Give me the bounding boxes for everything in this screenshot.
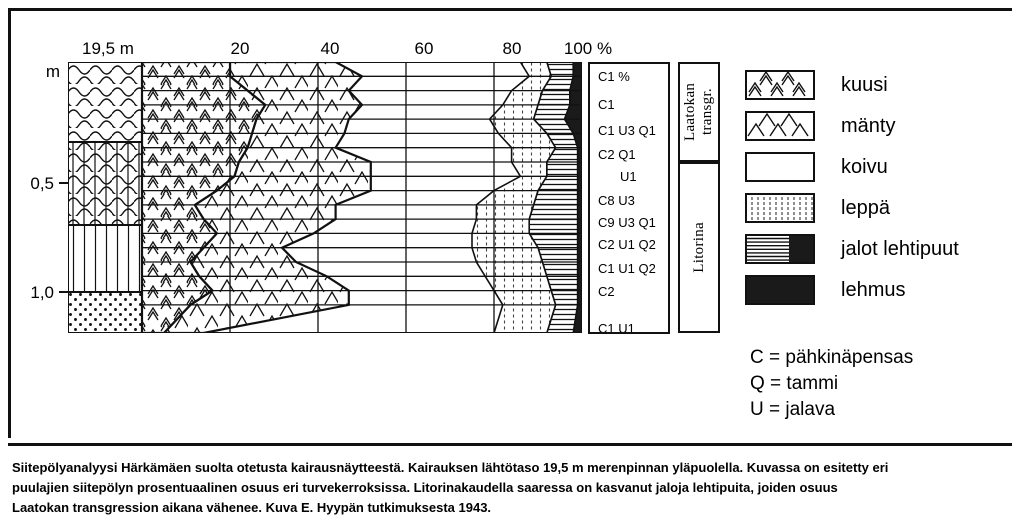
y-axis-tick-mark [59, 182, 68, 184]
horizontal-sample-lines [142, 75, 582, 306]
caption-line: Laatokan transgression aikana vähenee. K… [12, 500, 492, 515]
period-label: Litorina [690, 222, 707, 273]
period-box: Litorina [678, 162, 720, 333]
band-leppa [471, 62, 557, 333]
x-axis-tick-label: 20 [230, 39, 250, 58]
lithology-column [68, 62, 143, 333]
x-axis-tick-label: 80 [502, 39, 522, 58]
x-axis-tick-label: 60 [414, 39, 434, 58]
abbreviation-key-row: Q = tammi [750, 373, 839, 394]
sample-annotation: C1 U1 [598, 321, 635, 336]
legend-item: kuusi [745, 64, 959, 105]
figure-caption: Siitepölyanalyysi Härkämäen suolta otetu… [12, 458, 1006, 518]
sample-annotation: C1 U1 Q2 [598, 261, 656, 276]
y-axis-tick-label: 0,5 [30, 174, 54, 193]
legend-label: kuusi [841, 73, 888, 96]
legend-label: jalot lehtipuut [841, 237, 959, 260]
legend-swatch-hlines-black [745, 233, 815, 264]
x-axis-tick-label: 100 % [563, 39, 613, 58]
legend-swatch-dotted [745, 192, 815, 223]
legend-swatch-blank [745, 151, 815, 182]
x-axis-tick-label: 19,5 m [82, 39, 134, 58]
pollen-curve-area [140, 62, 582, 333]
y-axis-unit-label: m [45, 62, 60, 81]
period-label: Laatokan transgr. [682, 82, 715, 142]
y-axis-tick-label: 1,0 [30, 283, 54, 302]
legend-swatch-pine [745, 110, 815, 141]
legend-label: leppä [841, 196, 890, 219]
band-kuusi [140, 62, 267, 333]
sample-annotation: C1 U3 Q1 [598, 123, 656, 138]
abbreviation-key-row: U = jalava [750, 399, 836, 420]
abbreviation-key: C = pähkinäpensas Q = tammi U = jalava [750, 345, 913, 423]
legend-swatch-solid-black [745, 274, 815, 305]
caption-line: Siitepölyanalyysi Härkämäen suolta otetu… [12, 460, 889, 475]
abbreviation-key-row: C = pähkinäpensas [750, 347, 914, 368]
legend-item: lehmus [745, 269, 959, 310]
sample-annotation: C8 U3 [598, 193, 635, 208]
pollen-diagram-svg [68, 62, 582, 333]
legend-label: lehmus [841, 278, 906, 301]
sample-annotation-column: C1 % C1 C1 U3 Q1 C2 Q1 U1 C8 U3 C9 U3 Q1 C2 U1 … [592, 62, 670, 336]
period-box: Laatokan transgr. [678, 62, 720, 162]
legend-item: jalot lehtipuut [745, 228, 959, 269]
legend-label: koivu [841, 155, 888, 178]
sample-annotation: C2 Q1 [598, 147, 636, 162]
legend-label: mänty [841, 114, 896, 137]
x-axis-tick-label: 40 [320, 39, 340, 58]
caption-line: puulajien siitepölyn prosentuaalinen osu… [12, 480, 838, 495]
vertical-gridlines [229, 62, 582, 333]
pollen-diagram-plot [68, 62, 582, 333]
legend-item: koivu [745, 146, 959, 187]
sample-annotation: C1 [598, 97, 615, 112]
sample-annotation: C1 % [598, 69, 630, 84]
legend-swatch-spruce [745, 69, 815, 100]
annotation-column-border [588, 62, 670, 334]
legend-item: mänty [745, 105, 959, 146]
sample-annotation: U1 [620, 169, 637, 184]
y-axis-tick-mark [59, 291, 68, 293]
figure-frame [8, 8, 1012, 438]
sample-annotation: C2 U1 Q2 [598, 237, 656, 252]
legend-item: leppä [745, 187, 959, 228]
sample-annotation: C2 [598, 284, 615, 299]
figure-frame-bottom-rule [8, 443, 1012, 446]
legend: kuusi mänty koivu leppä jalot lehtipuut lehmu… [745, 64, 959, 310]
sample-annotation: C9 U3 Q1 [598, 215, 656, 230]
